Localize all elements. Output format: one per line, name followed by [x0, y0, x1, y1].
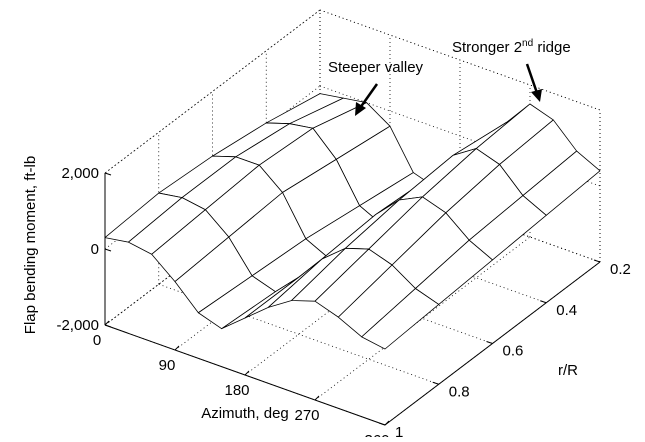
x-tick-label: 0 [93, 332, 101, 349]
y-tick [593, 259, 601, 263]
arrow [355, 63, 542, 116]
x-tick [314, 395, 320, 401]
y-axis-label: r/R [558, 362, 578, 379]
x-tick [244, 370, 250, 376]
x-tick-label: 360 [364, 432, 389, 437]
z-tick-label: -2,000 [56, 317, 99, 334]
z-tick [104, 172, 112, 176]
grid-line [314, 236, 531, 401]
x-tick-label: 90 [159, 357, 176, 374]
x-tick-label: 180 [224, 382, 249, 399]
annotation-text: nd [522, 38, 533, 49]
grid-line [158, 283, 439, 385]
surface-patch [361, 288, 440, 350]
y-tick-label: 1 [395, 424, 403, 437]
y-tick [540, 300, 547, 304]
annotation: Steeper valley [328, 59, 424, 76]
z-tick-label: 2,000 [61, 165, 99, 182]
y-tick [486, 341, 493, 344]
y-tick-label: 0.2 [610, 261, 631, 278]
annotation-text: Stronger 2 [452, 39, 522, 56]
grid-line [104, 9, 321, 174]
y-axis [384, 261, 601, 426]
annotation-text: ridge [533, 39, 571, 56]
z-tick [104, 248, 112, 252]
x-tick [174, 345, 180, 351]
y-tick [432, 381, 439, 385]
y-tick-label: 0.4 [556, 302, 577, 319]
z-tick-label: 0 [91, 241, 99, 258]
y-tick-label: 0.6 [503, 343, 524, 360]
surface [104, 93, 601, 350]
z-axis-label: Flap bending moment, ft-lb [22, 156, 39, 334]
x-tick [104, 320, 110, 326]
annotation-text: Steeper valley [328, 59, 424, 76]
y-tick-label: 0.8 [449, 383, 470, 400]
annotation: Stronger 2nd ridge [452, 38, 571, 56]
x-tick-label: 270 [294, 407, 319, 424]
x-axis [104, 324, 386, 426]
grid-line [319, 9, 601, 111]
x-axis-label: Azimuth, deg [201, 405, 289, 422]
